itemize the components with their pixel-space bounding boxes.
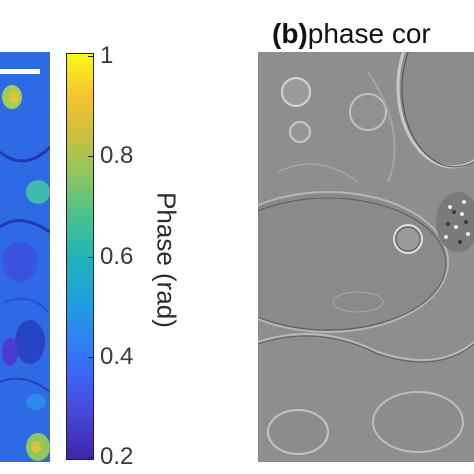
panel-b-title-text: phase cor (307, 18, 431, 49)
phase-map-image (0, 52, 50, 462)
colorbar-tick-mark (88, 256, 94, 258)
colorbar-tick-label: 0.4 (100, 342, 134, 370)
colorbar-tick-label: 0.8 (100, 142, 134, 170)
panel-b-letter: (b) (272, 18, 308, 49)
colorbar-tick-label: 0.2 (100, 443, 134, 470)
colorbar-tick-label: 1 (100, 42, 114, 69)
phase-contrast-image (258, 52, 474, 462)
panel-b-title: (b)phase cor (272, 18, 431, 50)
colorbar-axis-label: Phase (rad) (151, 192, 182, 328)
colorbar-tick-mark (88, 356, 94, 358)
colorbar-tick-label: 0.6 (100, 242, 134, 270)
colorbar-tick-mark (88, 457, 94, 458)
colorbar-tick-mark (88, 156, 94, 158)
scale-bar (0, 69, 40, 74)
colorbar-tick-mark (88, 56, 94, 57)
